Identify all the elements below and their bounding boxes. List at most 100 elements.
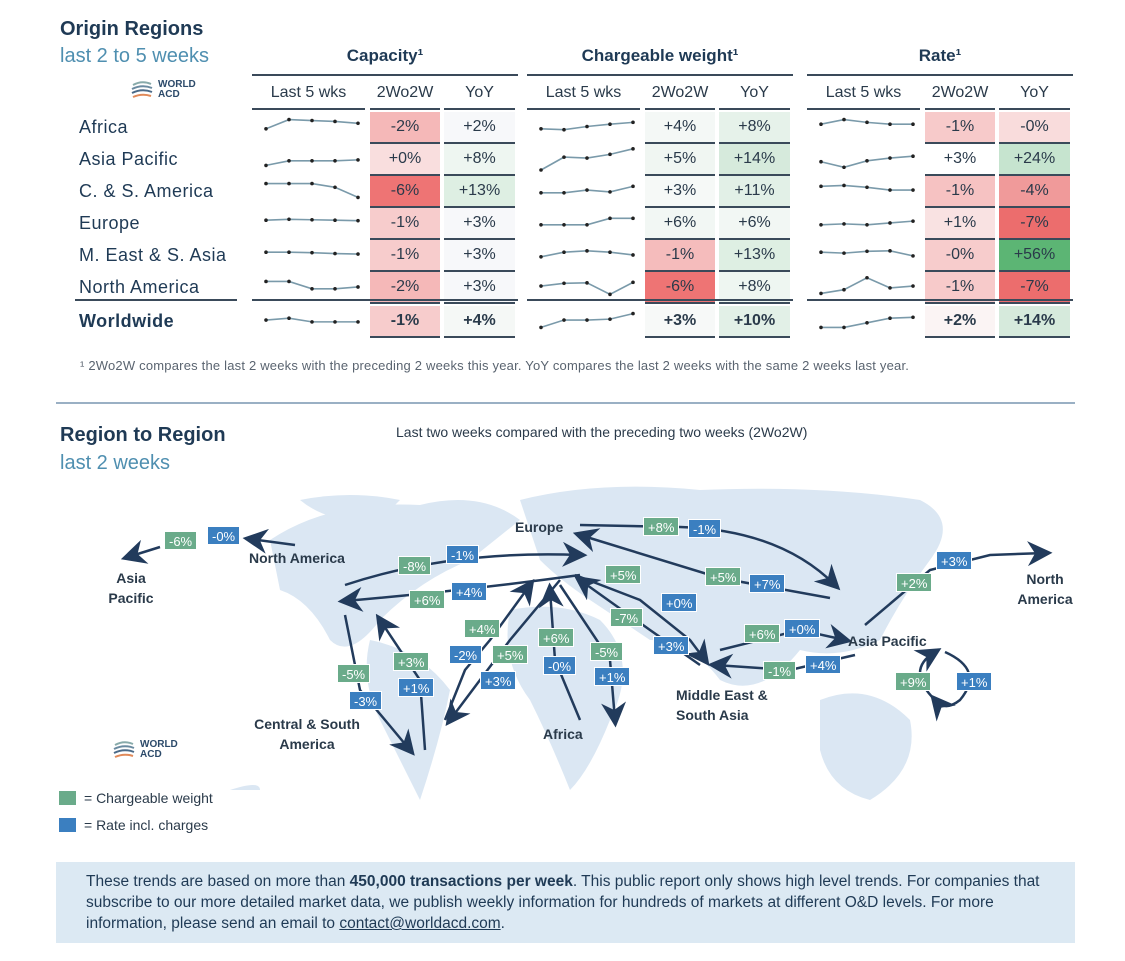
column-header: 2Wo2W	[931, 84, 989, 101]
cell-yoy: +11%	[719, 176, 790, 208]
info-note: These trends are based on more than 450,…	[56, 862, 1075, 943]
flow-rate-label: +0%	[661, 593, 698, 612]
sparkline-point	[264, 127, 268, 131]
sparkline-point	[264, 318, 268, 322]
sparkline-point	[310, 181, 314, 186]
sparkline-point	[819, 122, 823, 126]
flow-weight-label: +6%	[538, 628, 575, 647]
flow-weight-label: +8%	[643, 517, 680, 536]
sparkline-point	[356, 218, 360, 223]
sparkline-point	[562, 223, 566, 227]
region-label-asia-pacific: Asia Pacific	[848, 633, 927, 649]
sparkline-point	[264, 181, 268, 186]
sparkline-point	[562, 281, 566, 286]
worldwide-rule	[252, 299, 518, 301]
legend-weight-swatch	[59, 791, 76, 805]
sparkline-point	[562, 318, 566, 322]
flow-weight-label: +5%	[605, 565, 642, 584]
sparkline-point	[819, 250, 823, 254]
cell-2wo2w: -2%	[370, 272, 440, 304]
region-to-region-title: Region to Region	[60, 424, 226, 446]
flow-rate-label: -1%	[688, 519, 722, 538]
flow-rate-label: -1%	[446, 545, 480, 564]
sparkline	[819, 117, 915, 126]
row-label-region: Africa	[79, 117, 129, 137]
legend-rate-label: = Rate incl. charges	[84, 817, 209, 833]
sparkline-point	[608, 122, 612, 126]
cell-2wo2w: -1%	[925, 272, 995, 304]
flow-weight-label: -8%	[398, 556, 432, 575]
sparkline-point	[539, 255, 543, 259]
flow-weight-label: +2%	[896, 573, 933, 592]
flow-weight-label: +6%	[744, 624, 781, 643]
group-header-rate: Rate¹	[918, 46, 962, 65]
sparkline-point	[842, 222, 846, 226]
region-label-middle-east-south-asia: Middle East & South Asia	[676, 687, 768, 723]
sparkline-point	[585, 249, 589, 253]
sparkline-point	[865, 185, 869, 190]
cell-2wo2w: +3%	[645, 306, 715, 338]
logo-text: WORLD ACD	[158, 79, 196, 100]
sparkline	[819, 315, 915, 330]
region-label-africa: Africa	[543, 726, 583, 742]
flow-rate-label: +3%	[936, 551, 973, 570]
cell-2wo2w: -6%	[645, 272, 715, 304]
sparkline-point	[287, 250, 291, 254]
sparkline-point	[333, 159, 337, 163]
note-end: .	[500, 915, 505, 932]
column-header: YoY	[465, 84, 494, 101]
sparkline	[539, 311, 635, 330]
sparkline-point	[608, 152, 612, 157]
sparkline-point	[562, 155, 566, 159]
sparkline-point	[356, 121, 360, 126]
sparkline	[539, 249, 635, 259]
flow-rate-label: -0%	[543, 656, 577, 675]
flow-rate-label: +0%	[784, 619, 821, 638]
logo-text: WORLD ACD	[140, 739, 178, 760]
sparkline-point	[842, 251, 846, 255]
origin-regions-title: Origin Regions	[60, 18, 204, 40]
sparkline-point	[539, 127, 543, 131]
cell-2wo2w: +5%	[645, 144, 715, 176]
contact-email-link[interactable]: contact@worldacd.com	[339, 915, 501, 932]
group-rule	[807, 74, 1073, 76]
cell-yoy: +14%	[999, 306, 1070, 338]
note-text: These trends are based on more than	[86, 873, 350, 890]
sparkline	[539, 280, 635, 297]
sparkline-point	[539, 191, 543, 195]
cell-yoy: +14%	[719, 144, 790, 176]
sparkline-point	[819, 184, 823, 189]
sparkline-point	[631, 280, 635, 285]
sparkline	[539, 120, 635, 132]
sparkline-point	[842, 117, 846, 122]
cell-yoy: +6%	[719, 208, 790, 240]
column-header: YoY	[1020, 84, 1049, 101]
flow-rate-label: +1%	[956, 672, 993, 691]
cell-2wo2w: -1%	[645, 240, 715, 272]
flow-rate-label: +4%	[451, 582, 488, 601]
flow-weight-label: +3%	[393, 652, 430, 671]
sparkline-point	[911, 315, 915, 320]
sparkline	[264, 117, 360, 131]
worldwide-rule	[527, 299, 793, 301]
sparkline-point	[310, 217, 314, 222]
flow-rate-label: +4%	[805, 655, 842, 674]
sparkline-point	[310, 250, 314, 255]
sparkline-point	[356, 158, 360, 162]
cell-2wo2w: +6%	[645, 208, 715, 240]
sparkline-point	[585, 223, 589, 227]
column-header: Last 5 wks	[545, 84, 622, 101]
sparkline-point	[333, 218, 337, 222]
sparkline-point	[310, 159, 314, 163]
sparkline-point	[356, 320, 360, 324]
cell-yoy: +13%	[444, 176, 515, 208]
sparkline-point	[842, 165, 846, 170]
flow-rate-label: -0%	[207, 526, 241, 545]
flow-weight-label: +6%	[409, 590, 446, 609]
flow-rate-label: +1%	[594, 667, 631, 686]
sparkline-point	[865, 159, 869, 163]
sparkline-point	[608, 292, 612, 297]
flow-rate-label: +3%	[480, 671, 517, 690]
legend-weight-label: = Chargeable weight	[84, 790, 213, 806]
